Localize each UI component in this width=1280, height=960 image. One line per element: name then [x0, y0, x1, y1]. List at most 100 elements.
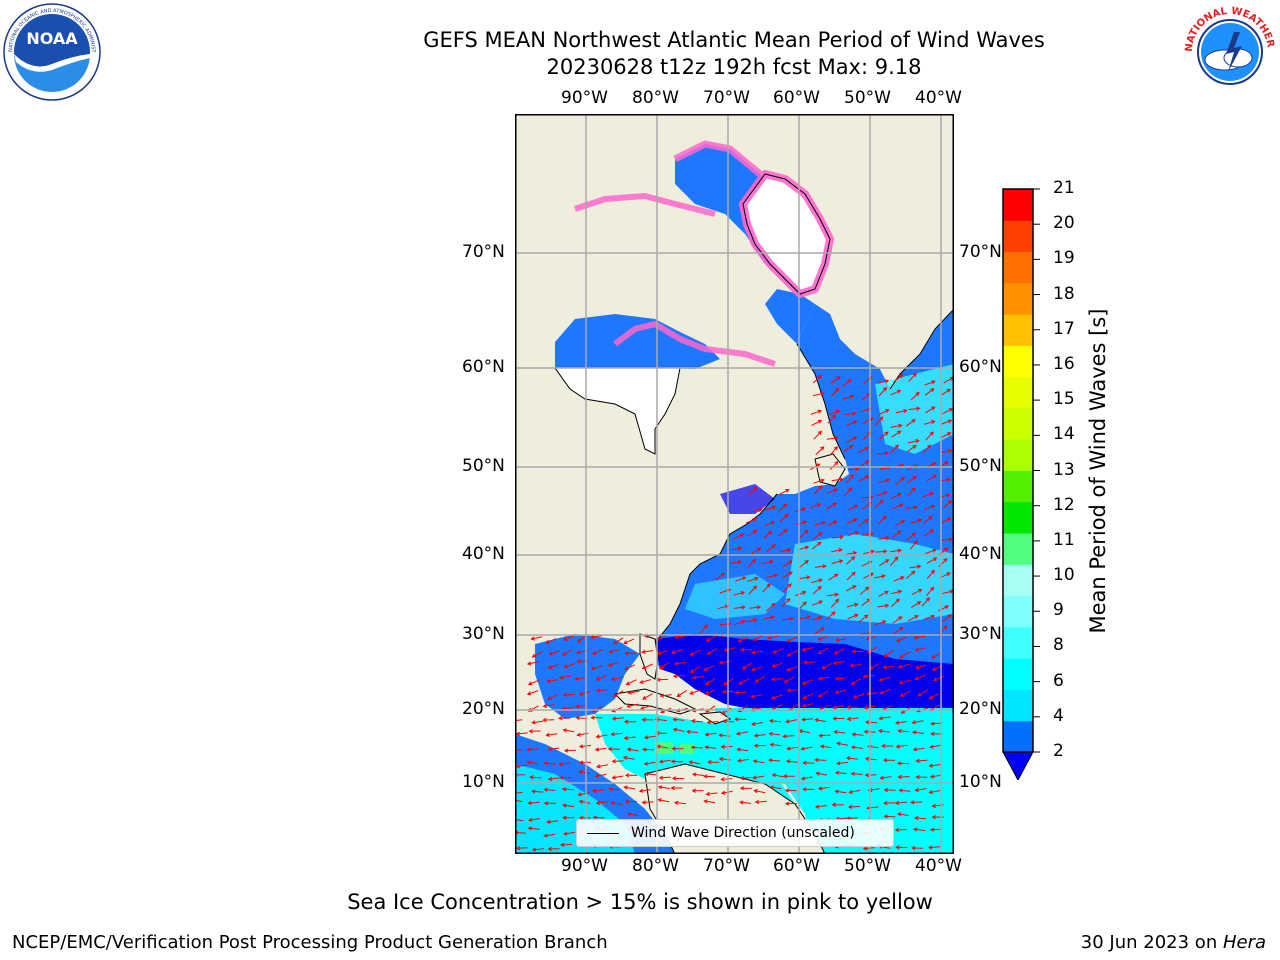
- colorbar-segment: [1003, 533, 1033, 565]
- wind-wave-arrowhead: [831, 414, 837, 419]
- wind-wave-arrowhead: [607, 662, 612, 667]
- wind-wave-arrow: [925, 587, 934, 597]
- wind-wave-arrow: [515, 792, 523, 794]
- wind-wave-arrow: [843, 444, 853, 453]
- wind-wave-arrow: [815, 759, 827, 761]
- wind-wave-arrow: [544, 762, 556, 765]
- wind-wave-arrow: [530, 776, 542, 779]
- wind-wave-arrowhead: [739, 786, 745, 791]
- wind-wave-arrow: [671, 760, 683, 763]
- wind-wave-arrowhead: [913, 505, 918, 510]
- wind-wave-arrowhead: [895, 638, 901, 643]
- wind-wave-arrow: [895, 721, 907, 724]
- wind-wave-arrowhead: [772, 649, 777, 654]
- wind-wave-arrowhead: [527, 800, 532, 806]
- wind-wave-arrowhead: [914, 647, 920, 652]
- wind-wave-arrow: [842, 395, 854, 400]
- wind-wave-arrowhead: [766, 583, 771, 588]
- wind-wave-arrow: [677, 690, 687, 697]
- wind-wave-arrow: [644, 761, 656, 765]
- wind-wave-arrowhead: [927, 845, 933, 850]
- wind-wave-arrow: [770, 786, 782, 790]
- wind-wave-arrowhead: [817, 430, 823, 435]
- wind-wave-arrowhead: [561, 651, 567, 656]
- colorbar-segment: [1003, 626, 1033, 659]
- wind-wave-arrow: [873, 575, 885, 579]
- wind-wave-arrowhead: [883, 491, 888, 496]
- wind-wave-arrowhead: [932, 462, 937, 467]
- period-9-patch: [680, 744, 694, 754]
- wind-wave-arrowhead: [816, 463, 821, 468]
- wind-wave-arrow: [591, 665, 603, 670]
- wind-wave-arrow: [705, 732, 717, 736]
- wind-wave-arrow: [813, 485, 823, 495]
- wind-wave-arrowhead: [673, 800, 679, 806]
- wind-wave-arrow: [769, 720, 782, 723]
- wind-wave-arrow: [828, 410, 840, 415]
- wind-wave-arrow: [905, 419, 916, 427]
- wind-wave-arrowhead: [894, 556, 899, 561]
- wind-wave-arrow: [891, 430, 901, 438]
- wind-wave-arrowhead: [900, 520, 906, 525]
- wind-wave-arrowhead: [929, 431, 934, 436]
- wind-wave-arrowhead: [786, 746, 791, 751]
- wind-wave-arrowhead: [626, 703, 631, 708]
- wind-wave-arrow: [938, 558, 948, 567]
- wind-wave-arrow: [771, 678, 784, 680]
- wind-wave-arrowhead: [817, 636, 822, 641]
- colorbar-tick-label: 18: [1053, 283, 1075, 304]
- wind-wave-arrowhead: [638, 788, 644, 793]
- wind-wave-arrow: [858, 519, 869, 527]
- wind-wave-arrow: [915, 674, 926, 680]
- wind-wave-arrow: [562, 707, 574, 710]
- wind-wave-arrowhead: [851, 649, 856, 654]
- wind-wave-arrow: [786, 760, 798, 763]
- lon-label-bottom: 80°W: [632, 856, 679, 876]
- wind-wave-arrowhead: [739, 800, 744, 805]
- wind-wave-arrowhead: [885, 536, 891, 541]
- wind-wave-arrow: [924, 380, 935, 386]
- wind-wave-arrow: [795, 591, 806, 597]
- wind-wave-arrowhead: [723, 681, 728, 686]
- wind-wave-arrow: [660, 694, 672, 697]
- wind-wave-arrow: [847, 505, 858, 511]
- wind-wave-arrowhead: [691, 772, 697, 777]
- wind-wave-arrow: [898, 663, 910, 668]
- wind-wave-arrowhead: [864, 518, 869, 523]
- wind-wave-arrowhead: [914, 676, 919, 681]
- wind-wave-arrow: [547, 694, 559, 700]
- wind-wave-arrow: [579, 800, 591, 804]
- wind-wave-arrowhead: [884, 431, 889, 436]
- map-frame: [515, 114, 954, 854]
- wind-wave-arrow: [642, 693, 653, 700]
- wind-wave-arrow: [907, 615, 919, 622]
- wind-wave-arrow: [812, 375, 822, 384]
- wind-wave-arrowhead: [839, 477, 844, 482]
- wind-wave-arrow: [798, 576, 810, 580]
- machine-name: Hera: [1222, 932, 1266, 953]
- colorbar-tick-label: 16: [1053, 353, 1075, 374]
- wind-wave-arrowhead: [788, 560, 793, 565]
- wind-wave-arrow: [692, 675, 704, 679]
- wind-wave-arrowhead: [822, 564, 827, 569]
- colorbar-tick-label: 13: [1053, 459, 1075, 480]
- wind-wave-arrow: [795, 521, 807, 526]
- wind-wave-arrowhead: [947, 449, 953, 454]
- wind-wave-arrowhead: [578, 760, 584, 765]
- wind-wave-arrow: [938, 625, 948, 635]
- wind-wave-arrow: [908, 373, 917, 382]
- colorbar-segment: [1003, 689, 1033, 722]
- wind-wave-arrowhead: [912, 827, 918, 832]
- wind-wave-arrowhead: [946, 572, 951, 577]
- wind-wave-arrow: [690, 649, 701, 656]
- wind-wave-arrow: [833, 705, 845, 709]
- wind-wave-arrowhead: [769, 742, 774, 747]
- wind-wave-arrowhead: [832, 660, 838, 666]
- wind-wave-arrow: [926, 570, 935, 580]
- wind-wave-arrow: [735, 576, 746, 582]
- wind-wave-arrow: [861, 496, 873, 499]
- wind-wave-arrowhead: [879, 775, 884, 780]
- wind-wave-arrowhead: [817, 650, 823, 655]
- wind-wave-arrow: [545, 638, 557, 644]
- wind-wave-arrowhead: [542, 703, 548, 708]
